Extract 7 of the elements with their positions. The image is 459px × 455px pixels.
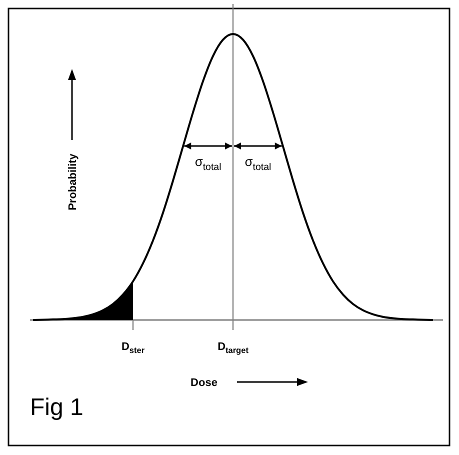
x-tick-label: D$_{target}$ [218,341,249,355]
x-axis-title: Dose [190,377,218,389]
annotation: σ$_{total}$ [244,154,272,172]
caption: Fig 1 [30,394,84,421]
x-tick-label: D$_{ster}$ [121,341,146,355]
y-axis-title: Probability [67,152,79,210]
annotation: σ$_{total}$ [194,154,222,172]
